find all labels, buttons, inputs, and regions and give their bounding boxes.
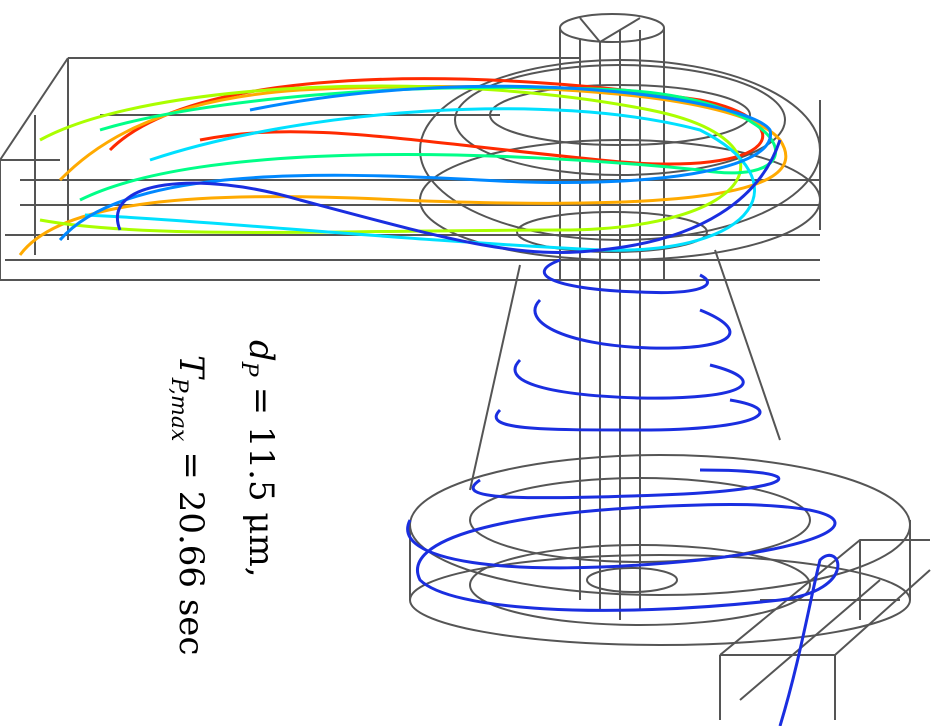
value-text: = 20.66 sec bbox=[171, 451, 211, 655]
subscript: P bbox=[236, 361, 261, 378]
symbol: T bbox=[171, 355, 211, 380]
subscript: P,max bbox=[166, 377, 191, 442]
trajectories bbox=[18, 77, 840, 726]
annotation-line: TP,max = 20.66 sec bbox=[166, 355, 211, 655]
annotation: dP = 11.5 μm, TP,max = 20.66 sec bbox=[166, 340, 281, 655]
value-text: = 11.5 μm, bbox=[241, 387, 281, 578]
annotation-line: dP = 11.5 μm, bbox=[236, 340, 281, 578]
symbol: d bbox=[241, 340, 281, 362]
